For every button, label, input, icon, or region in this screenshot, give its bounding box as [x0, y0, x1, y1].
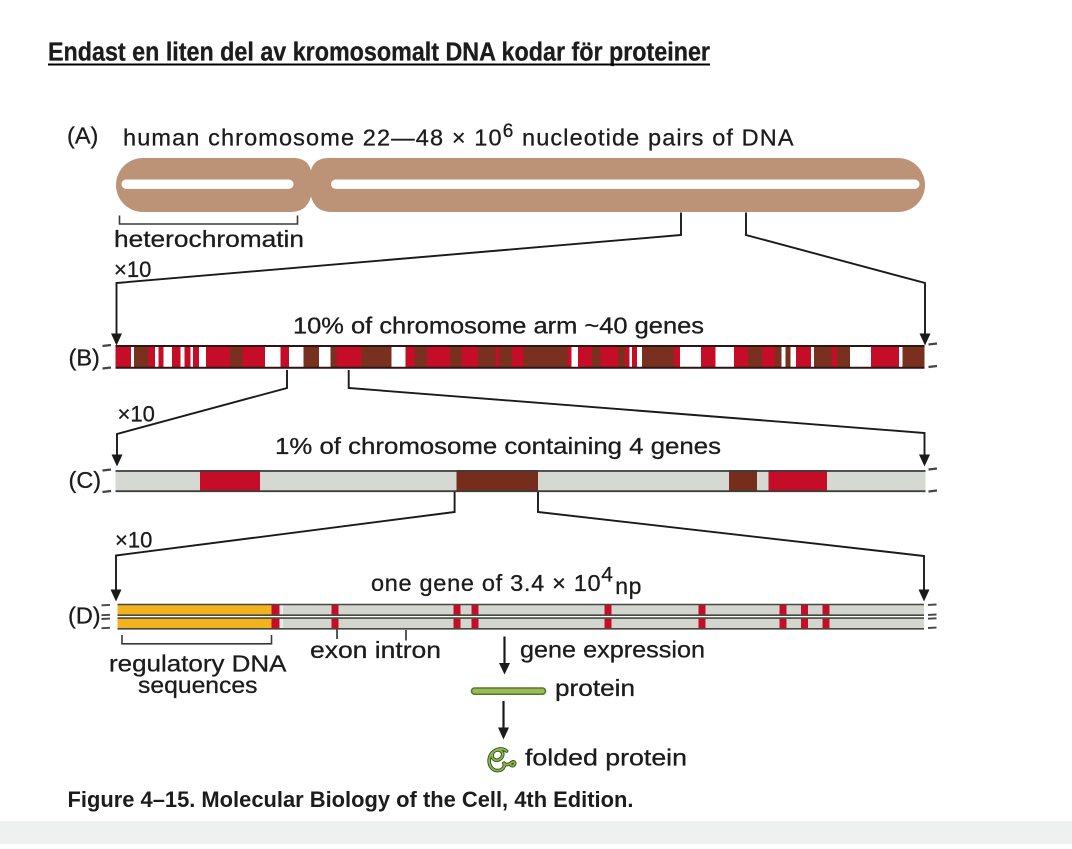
svg-text:protein: protein — [555, 675, 635, 701]
svg-text:exon intron: exon intron — [310, 637, 441, 663]
svg-text:Figure 4–15. Molecular Biology: Figure 4–15. Molecular Biology of the Ce… — [68, 787, 634, 812]
svg-text:1% of chromosome containing 4: 1% of chromosome containing 4 genes — [275, 433, 721, 459]
svg-text:gene expression: gene expression — [520, 637, 705, 663]
svg-text:human chromosome 22—48 × 106 n: human chromosome 22—48 × 106 nucleotide … — [123, 121, 795, 151]
svg-text:×10: ×10 — [115, 528, 152, 553]
svg-text:10% of chromosome arm ~40 gene: 10% of chromosome arm ~40 genes — [293, 313, 704, 339]
svg-text:folded protein: folded protein — [525, 745, 687, 771]
svg-text:Endast en liten del av kromoso: Endast en liten del av kromosomalt DNA k… — [48, 39, 710, 67]
svg-text:×10: ×10 — [118, 402, 155, 427]
svg-text:(C): (C) — [69, 467, 102, 493]
svg-text:sequences: sequences — [138, 672, 258, 698]
svg-text:heterochromatin: heterochromatin — [114, 226, 304, 252]
svg-text:×10: ×10 — [114, 257, 151, 282]
svg-text:(A): (A) — [67, 123, 98, 149]
svg-text:(D): (D) — [68, 603, 101, 629]
svg-text:(B): (B) — [69, 345, 100, 371]
